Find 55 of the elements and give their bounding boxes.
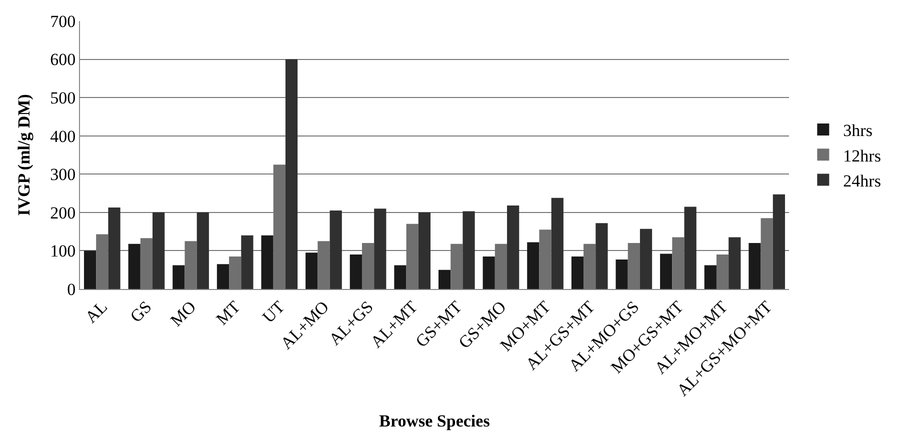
y-tick-label: 0 <box>67 280 76 299</box>
x-axis-title: Browse Species <box>379 411 490 430</box>
bar <box>229 256 242 289</box>
x-tick-label: UT <box>258 296 289 327</box>
bar <box>616 260 628 289</box>
bar <box>241 235 254 289</box>
legend-label: 3hrs <box>843 121 872 140</box>
y-axis-title: IVGP (ml/g DM) <box>14 94 34 216</box>
bar <box>350 254 362 289</box>
bar <box>172 265 185 289</box>
bar <box>748 243 761 289</box>
x-tick-label: AL <box>82 297 111 327</box>
bar <box>640 228 652 289</box>
bar <box>84 250 96 289</box>
bar <box>571 256 584 289</box>
legend-label: 24hrs <box>843 171 881 190</box>
bar <box>462 211 475 289</box>
bar <box>660 254 672 289</box>
bar <box>728 237 741 289</box>
bar <box>527 242 540 289</box>
bar <box>108 207 120 289</box>
bar <box>306 252 318 289</box>
bar <box>482 256 495 289</box>
bar <box>507 206 520 289</box>
bar <box>128 244 140 289</box>
bar <box>374 208 386 289</box>
bar <box>196 212 209 289</box>
bar <box>704 265 716 289</box>
bar <box>216 264 230 289</box>
bar <box>596 223 608 289</box>
y-tick-label: 100 <box>50 242 76 261</box>
bar <box>261 235 274 289</box>
bar <box>394 265 406 289</box>
bar <box>760 218 773 289</box>
y-tick-label: 700 <box>50 12 76 31</box>
bar <box>152 212 165 289</box>
y-tick-label: 500 <box>50 88 76 108</box>
y-tick-label: 400 <box>50 126 76 146</box>
x-tick-label: MT <box>212 296 244 329</box>
legend-label: 12hrs <box>843 146 881 166</box>
bar <box>684 206 696 289</box>
bar <box>551 198 564 289</box>
bar <box>539 230 552 289</box>
bar <box>716 254 729 289</box>
bar <box>772 194 786 289</box>
x-tick-label: MO <box>166 297 200 330</box>
bar <box>330 210 342 289</box>
bar <box>438 270 451 289</box>
bar <box>418 212 431 289</box>
bar <box>285 59 298 289</box>
y-tick-label: 300 <box>50 165 76 184</box>
y-tick-label: 200 <box>50 203 76 222</box>
bar <box>140 238 153 289</box>
y-tick-label: 600 <box>50 50 76 70</box>
x-tick-label: GS <box>126 297 156 326</box>
